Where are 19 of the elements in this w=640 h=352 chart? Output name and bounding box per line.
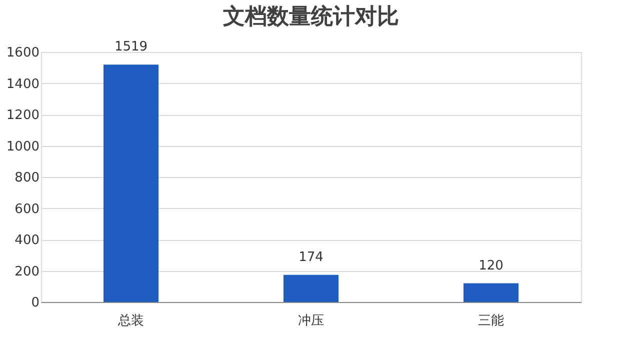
data-label: 174: [298, 250, 324, 265]
y-tick-label: 0: [31, 296, 40, 310]
x-tick-label: 总装: [117, 314, 144, 328]
y-tick-label: 400: [14, 233, 40, 248]
data-label: 120: [478, 258, 504, 274]
bar: [464, 283, 518, 302]
y-tick-label: 1400: [6, 76, 40, 92]
y-tick-label: 600: [14, 202, 40, 217]
chart-title: 文档数量统计对比: [222, 4, 399, 30]
bar: [104, 64, 158, 302]
y-tick-label: 1600: [6, 46, 40, 60]
y-tick-label: 200: [14, 264, 40, 280]
x-tick-label: 三能: [478, 314, 504, 328]
y-tick-label: 1000: [6, 139, 40, 154]
bar: [284, 274, 338, 302]
y-tick-label: 1200: [6, 108, 40, 123]
y-tick-label: 800: [14, 170, 40, 186]
x-tick-label: 冲压: [298, 314, 324, 328]
data-label: 1519: [114, 40, 148, 55]
